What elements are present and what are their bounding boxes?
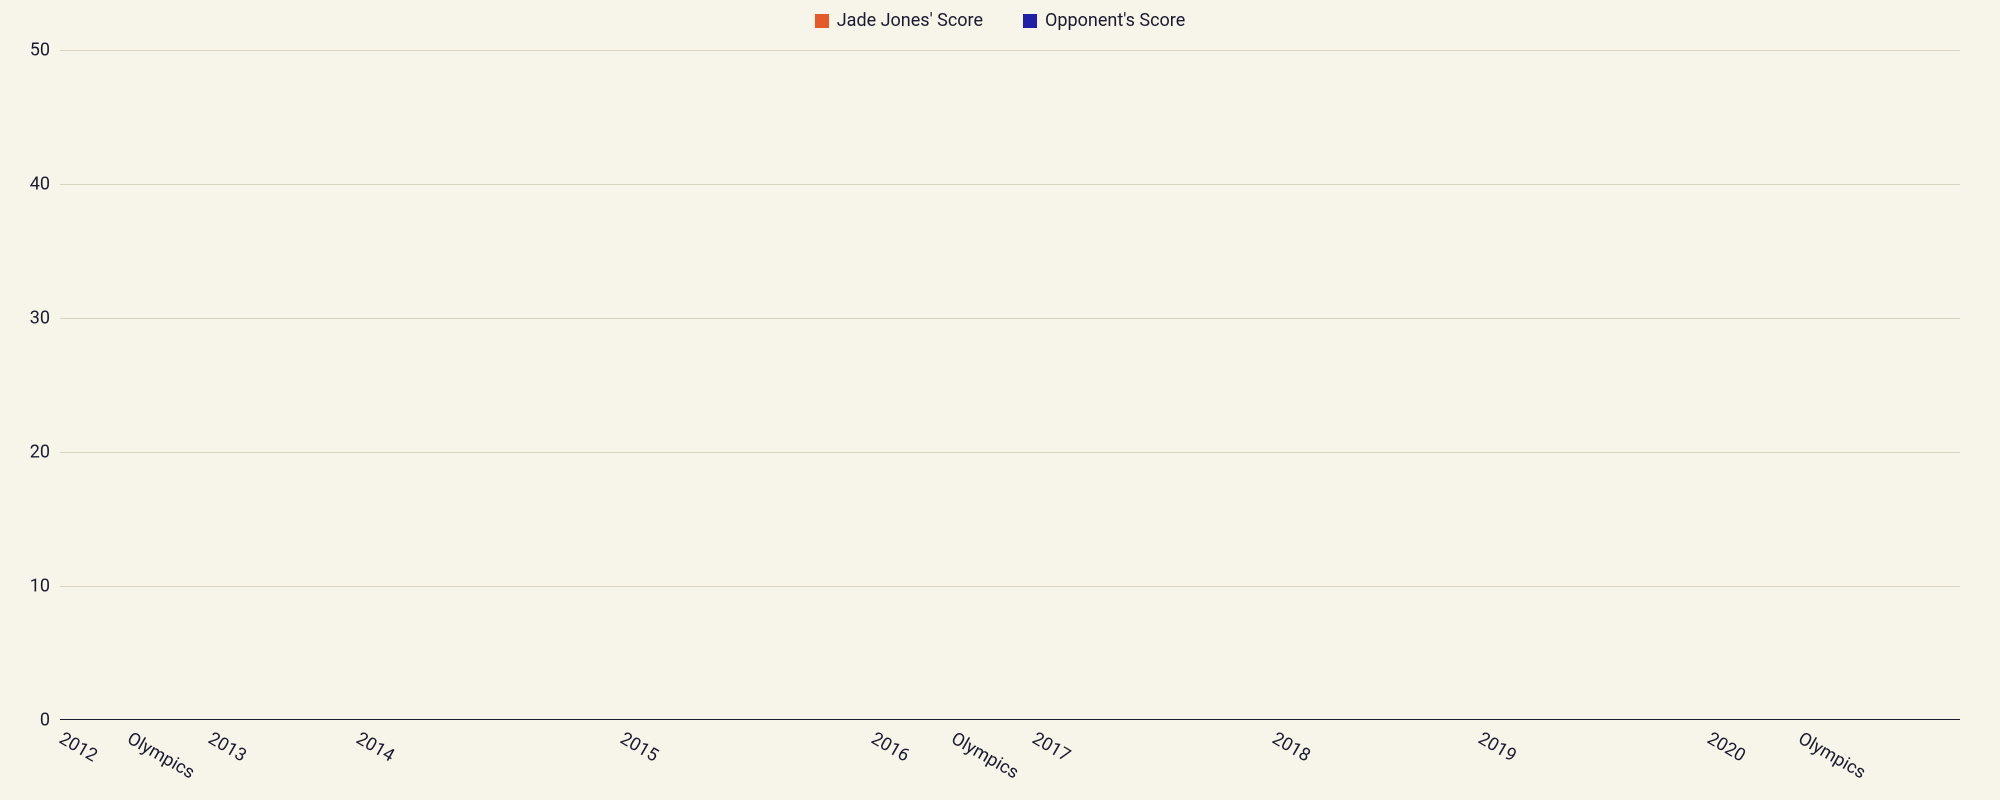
- x-tick-label: 2015: [616, 728, 662, 766]
- x-tick-label: 2013: [204, 728, 250, 766]
- legend-item-jade: Jade Jones' Score: [815, 10, 983, 31]
- legend-label-jade: Jade Jones' Score: [837, 10, 983, 31]
- y-tick-label: 50: [30, 40, 60, 61]
- x-axis: 2012Olympics2013201420152016Olympics2017…: [60, 720, 1960, 800]
- x-tick-label: 2017: [1028, 728, 1074, 766]
- y-tick-label: 20: [30, 442, 60, 463]
- plot-area: 01020304050: [60, 50, 1960, 720]
- legend-label-opponent: Opponent's Score: [1045, 10, 1185, 31]
- legend-swatch-jade: [815, 14, 829, 28]
- bars-layer: [60, 50, 1960, 720]
- chart-legend: Jade Jones' Score Opponent's Score: [0, 10, 2000, 31]
- legend-item-opponent: Opponent's Score: [1023, 10, 1185, 31]
- x-tick-label: 2018: [1268, 728, 1314, 766]
- chart-container: Jade Jones' Score Opponent's Score 01020…: [0, 0, 2000, 800]
- y-tick-label: 30: [30, 308, 60, 329]
- x-tick-label: 2019: [1475, 728, 1521, 766]
- y-tick-label: 40: [30, 174, 60, 195]
- x-tick-label: Olympics: [948, 728, 1023, 783]
- x-tick-label: 2020: [1703, 728, 1749, 766]
- x-tick-label: Olympics: [124, 728, 199, 783]
- x-tick-label: 2014: [353, 728, 399, 766]
- y-tick-label: 10: [30, 576, 60, 597]
- y-tick-label: 0: [40, 710, 60, 731]
- x-tick-label: 2016: [868, 728, 914, 766]
- x-tick-label: Olympics: [1795, 728, 1870, 783]
- legend-swatch-opponent: [1023, 14, 1037, 28]
- x-tick-label: 2012: [55, 728, 101, 766]
